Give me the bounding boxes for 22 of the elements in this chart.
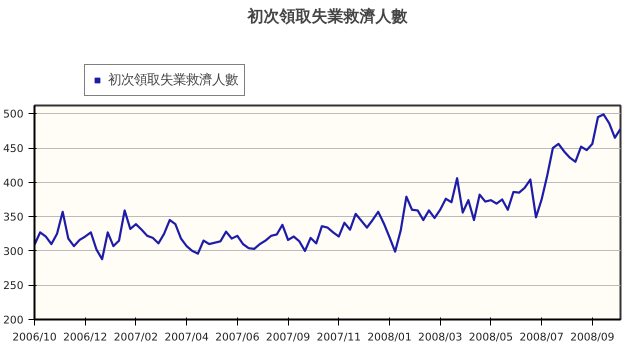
x-tick-label: 2008/01 [367,330,412,344]
x-tick-label: 2007/06 [215,330,260,344]
legend-label: 初次領取失業救濟人數 [108,72,238,89]
x-tick-label: 2007/11 [316,330,361,344]
x-tick-label: 2008/07 [519,330,564,344]
chart-title: 初次領取失業救濟人數 [246,6,408,26]
y-tick-label: 500 [3,108,24,121]
x-tick-label: 2008/09 [570,330,615,344]
y-tick-label: 400 [3,176,24,190]
x-tick-label: 2006/10 [12,330,57,344]
x-tick-label: 2008/05 [468,330,514,344]
x-tick-label: 2008/03 [418,330,462,344]
y-tick-label: 250 [3,279,24,292]
y-tick-label: 350 [3,210,24,224]
x-tick-label: 2006/12 [63,330,108,344]
x-tick-label: 2007/09 [266,330,310,344]
y-tick-label: 300 [3,244,24,258]
y-tick-label: 200 [3,314,24,326]
x-tick-label: 2007/04 [164,330,209,344]
line-series [34,113,620,260]
x-tick-label: 2007/02 [114,330,158,344]
y-tick-label: 450 [3,142,24,156]
